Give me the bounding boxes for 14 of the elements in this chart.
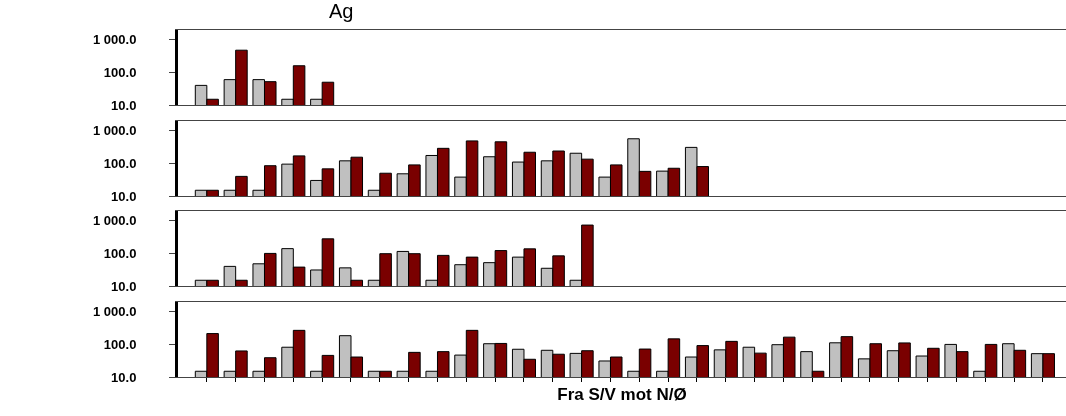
y-tick-label: 100.0 — [103, 336, 137, 352]
y-tick-label: 1 000.0 — [93, 213, 137, 229]
y-tick-label: 1 000.0 — [93, 122, 137, 138]
chart-title: Ag — [328, 0, 354, 22]
x-axis-title: Fra S/V mot N/Ø — [557, 384, 687, 404]
y-tick-label: 1 000.0 — [93, 32, 137, 48]
y-tick-label: 100.0 — [103, 64, 137, 80]
y-tick-label: 10.0 — [111, 97, 137, 113]
y-tick-label: 10.0 — [111, 369, 137, 385]
y-tick-label: 10.0 — [111, 188, 137, 204]
y-tick-label: 10.0 — [111, 278, 137, 294]
y-tick-label: 1 000.0 — [93, 303, 137, 319]
y-tick-label: 100.0 — [103, 245, 137, 261]
y-tick-label: 100.0 — [103, 155, 137, 171]
